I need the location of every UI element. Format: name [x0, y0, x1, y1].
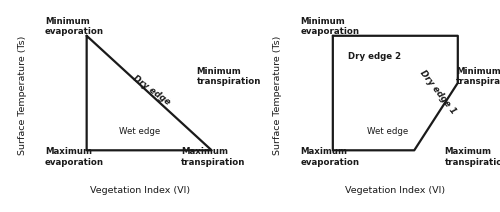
Text: Maximum
transpiration: Maximum transpiration: [182, 147, 246, 167]
Text: Dry edge: Dry edge: [130, 73, 172, 106]
Text: Wet edge: Wet edge: [119, 127, 160, 136]
Text: Maximum
evaporation: Maximum evaporation: [45, 147, 104, 167]
Text: Minimum
transpiration: Minimum transpiration: [456, 67, 500, 86]
Text: Minimum
transpiration: Minimum transpiration: [196, 67, 261, 86]
Text: Surface Temperature (Ts): Surface Temperature (Ts): [18, 36, 27, 155]
Text: Surface Temperature (Ts): Surface Temperature (Ts): [274, 36, 282, 155]
Text: Minimum
evaporation: Minimum evaporation: [45, 17, 104, 36]
Text: Minimum
evaporation: Minimum evaporation: [300, 17, 360, 36]
Text: Maximum
transpiration: Maximum transpiration: [444, 147, 500, 167]
Text: Dry edge 1: Dry edge 1: [418, 69, 458, 116]
Text: Vegetation Index (VI): Vegetation Index (VI): [90, 186, 190, 195]
Text: Dry edge 2: Dry edge 2: [348, 52, 401, 61]
Text: Wet edge: Wet edge: [367, 127, 408, 136]
Text: Maximum
evaporation: Maximum evaporation: [300, 147, 360, 167]
Text: Vegetation Index (VI): Vegetation Index (VI): [346, 186, 446, 195]
